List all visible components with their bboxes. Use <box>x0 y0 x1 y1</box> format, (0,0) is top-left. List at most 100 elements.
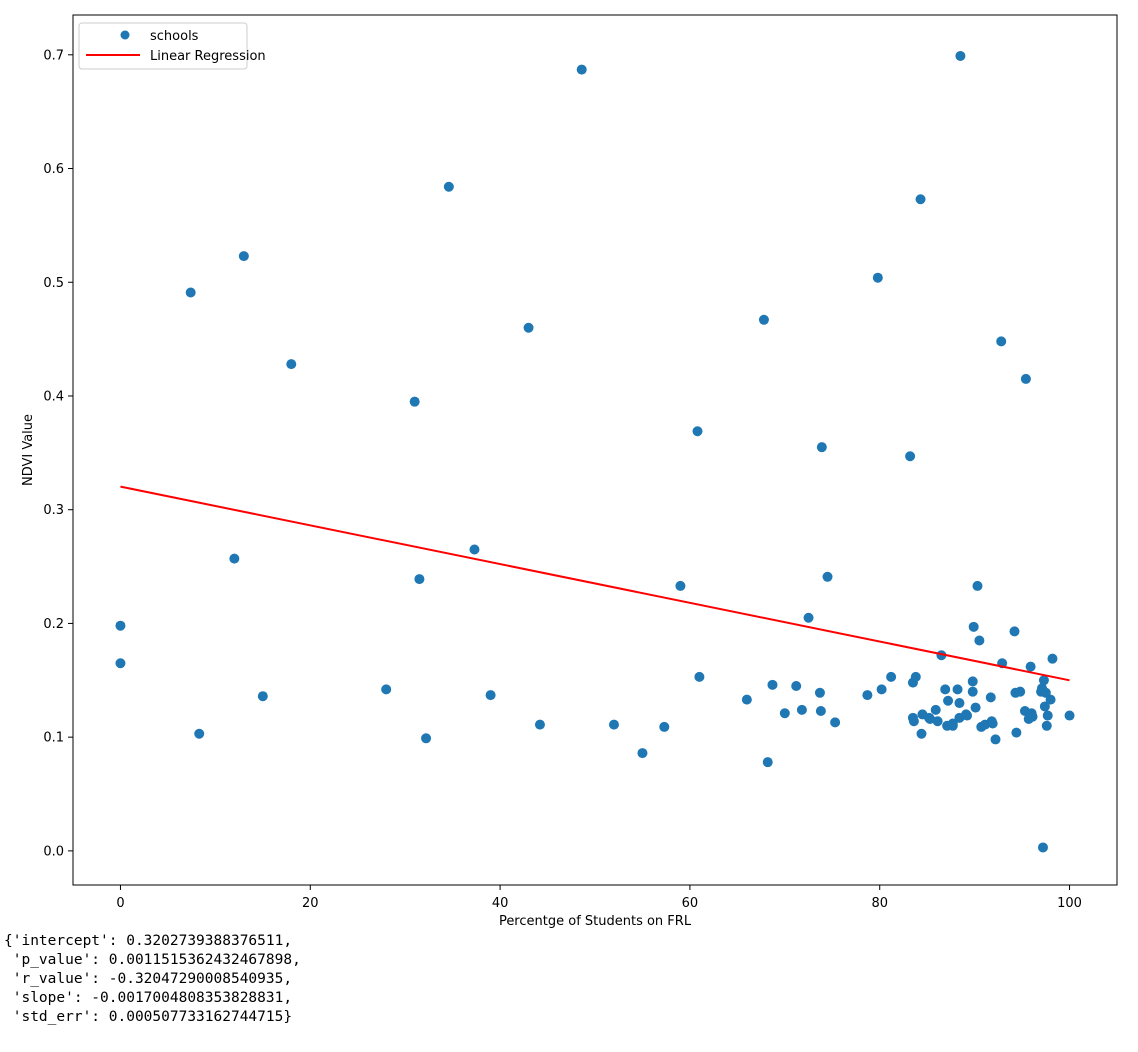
data-point <box>1064 710 1075 721</box>
data-point <box>1009 626 1020 637</box>
data-point <box>886 671 897 682</box>
data-point <box>1039 701 1050 712</box>
data-point <box>229 553 240 564</box>
x-tick-label: 40 <box>492 896 509 911</box>
data-point <box>910 671 921 682</box>
data-point <box>968 621 979 632</box>
regression-line <box>120 485 1070 682</box>
data-point <box>286 359 297 370</box>
data-point <box>876 684 887 695</box>
data-point <box>990 734 1001 745</box>
data-point <box>985 692 996 703</box>
data-point <box>659 721 670 732</box>
y-tick-label: 0.0 <box>43 844 64 859</box>
data-point <box>779 708 790 719</box>
data-point <box>967 686 978 697</box>
data-point <box>1015 686 1026 697</box>
y-tick-label: 0.1 <box>43 731 64 746</box>
y-tick-label: 0.6 <box>43 162 64 177</box>
data-point <box>741 694 752 705</box>
data-point <box>421 733 432 744</box>
data-point <box>1047 653 1058 664</box>
data-point <box>767 679 778 690</box>
legend-label-schools: schools <box>150 29 199 44</box>
data-point <box>534 719 545 730</box>
data-point <box>694 671 705 682</box>
data-point <box>576 64 587 75</box>
y-tick-label: 0.4 <box>43 389 64 404</box>
data-point <box>1020 373 1031 384</box>
data-point <box>796 704 807 715</box>
data-point <box>962 710 973 721</box>
data-point <box>194 728 205 739</box>
data-point <box>185 287 196 298</box>
data-point <box>762 757 773 768</box>
x-tick-label: 80 <box>871 896 888 911</box>
data-point <box>791 680 802 691</box>
data-point <box>816 442 827 453</box>
data-point <box>916 728 927 739</box>
data-point <box>952 684 963 695</box>
data-point <box>758 314 769 325</box>
legend: schools Linear Regression <box>78 22 266 70</box>
x-tick-label: 0 <box>116 896 124 911</box>
data-point <box>954 698 965 709</box>
data-point <box>443 181 454 192</box>
x-tick-label: 100 <box>1057 896 1082 911</box>
data-point <box>381 684 392 695</box>
data-point <box>940 684 951 695</box>
y-tick-label: 0.2 <box>43 617 64 632</box>
data-point <box>692 426 703 437</box>
data-point <box>608 719 619 730</box>
data-point <box>238 251 249 262</box>
data-point <box>1041 720 1052 731</box>
data-point <box>469 544 480 555</box>
data-point <box>822 571 833 582</box>
data-point <box>1038 675 1049 686</box>
data-point <box>803 612 814 623</box>
data-point <box>115 658 126 669</box>
data-point <box>414 574 425 585</box>
axis-ticks: 0 20 40 60 80 100 0.0 0.1 0.2 0.3 0.4 0.5 0.6 0.7 <box>43 48 1082 911</box>
data-point <box>523 322 534 333</box>
data-point <box>925 713 936 724</box>
data-point <box>908 716 919 727</box>
ndvi-scatter-chart: 0 20 40 60 80 100 0.0 0.1 0.2 0.3 0.4 0.5 0.6 0.7 Per… <box>21 14 1118 929</box>
data-point <box>115 620 126 631</box>
data-point <box>970 702 981 713</box>
axes-frame <box>72 14 1118 886</box>
data-point <box>1025 661 1036 672</box>
data-point <box>409 396 420 407</box>
data-point <box>485 690 496 701</box>
data-point <box>675 580 686 591</box>
data-point <box>862 690 873 701</box>
plot-area <box>115 50 1075 853</box>
data-point <box>974 635 985 646</box>
y-tick-label: 0.3 <box>43 503 64 518</box>
data-point <box>257 691 268 702</box>
y-tick-label: 0.5 <box>43 276 64 291</box>
legend-marker-schools <box>120 30 130 40</box>
data-point <box>967 676 978 687</box>
data-point <box>830 717 841 728</box>
data-point <box>987 718 998 729</box>
data-point <box>972 580 983 591</box>
y-tick-label: 0.7 <box>43 48 64 63</box>
data-point <box>905 451 916 462</box>
data-point <box>947 718 958 729</box>
data-point <box>1011 727 1022 738</box>
x-axis-label: Percentge of Students on FRL <box>499 914 692 929</box>
legend-label-regression: Linear Regression <box>150 49 266 64</box>
data-point <box>955 50 966 61</box>
regression-stats-output: {'intercept': 0.3202739388376511, 'p_val… <box>4 933 301 1025</box>
y-axis-label: NDVI Value <box>21 414 36 486</box>
x-tick-label: 20 <box>302 896 319 911</box>
data-point <box>1027 711 1038 722</box>
data-point <box>1045 694 1056 705</box>
data-point <box>996 336 1007 347</box>
data-point <box>932 716 943 727</box>
data-point <box>815 706 826 716</box>
data-point <box>814 687 825 698</box>
x-tick-label: 60 <box>682 896 699 911</box>
data-point <box>872 272 883 283</box>
